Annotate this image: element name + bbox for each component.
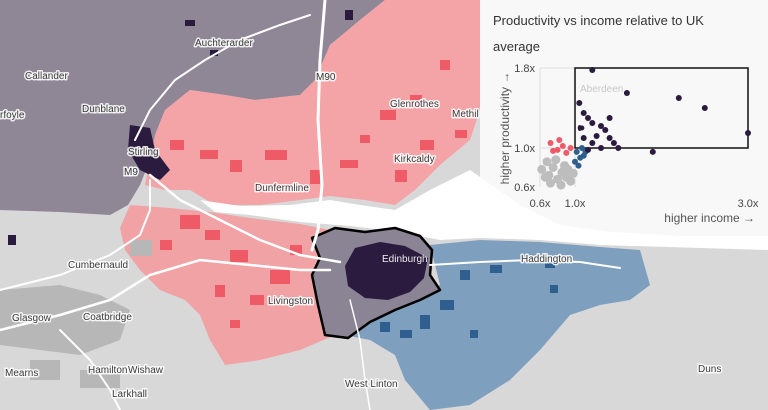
scatter-point[interactable] [572, 158, 578, 165]
scatter-point[interactable] [610, 140, 617, 146]
place-label: Edinburgh [382, 254, 428, 265]
scatter-point[interactable] [575, 162, 582, 169]
x-tick-label: 1.0x [565, 198, 586, 210]
region-east-lothian[interactable] [345, 240, 650, 410]
scatter-point[interactable] [593, 133, 600, 139]
urban-patches-blue [380, 260, 558, 338]
region-west-lothian[interactable] [120, 205, 335, 365]
place-label: Cumbernauld [68, 260, 128, 271]
scatter-point[interactable] [615, 145, 622, 151]
scatter-point[interactable] [598, 123, 604, 129]
edinburgh-urban-core [345, 242, 428, 300]
scatter-point[interactable] [563, 149, 570, 156]
scatter-point[interactable] [580, 135, 587, 141]
scatter-point[interactable] [542, 157, 552, 167]
place-label: Auchterarder [195, 38, 253, 49]
scatter-point[interactable] [576, 100, 583, 106]
scatter-point[interactable] [556, 137, 563, 143]
highlight-box [574, 67, 749, 149]
roads [0, 0, 621, 410]
scatter-point[interactable] [548, 163, 558, 172]
urban-patches-red [160, 60, 467, 328]
y-tick-label: 0.6x [514, 182, 535, 194]
scatter-point[interactable] [675, 95, 682, 101]
stirling-urban [128, 125, 170, 180]
place-label: Kirkcaldy [394, 154, 435, 165]
place-label: Methil [452, 109, 479, 120]
place-label: Callander [25, 71, 68, 82]
x-axis-label: higher income → [664, 211, 755, 225]
scatter-point[interactable] [540, 172, 550, 182]
panel-title: Productivity vs income relative to UK av… [493, 13, 704, 54]
scatter-point[interactable] [573, 148, 580, 155]
scatter-point[interactable] [589, 120, 596, 126]
ghost-label: Aberdeen [580, 84, 623, 95]
y-tick-label: 1.0x [514, 143, 535, 155]
scatter-point[interactable] [585, 115, 591, 121]
scatter-panel[interactable]: Productivity vs income relative to UK av… [480, 0, 768, 236]
place-label: Coatbridge [83, 312, 132, 323]
scatter-point[interactable] [585, 146, 591, 153]
region-north[interactable] [0, 0, 385, 215]
scatter-point[interactable] [546, 178, 555, 188]
place-label: Glenrothes [390, 99, 439, 110]
place-label: Stirling [128, 147, 159, 158]
scatter-point[interactable] [745, 130, 751, 136]
place-label: Hamilton [88, 365, 127, 376]
road-label-m9: M9 [124, 167, 138, 178]
y-axis-label: higher productivity → [498, 72, 512, 185]
scatter-point[interactable] [623, 90, 630, 96]
place-label: Dunblane [82, 104, 125, 115]
place-label: Glasgow [12, 313, 52, 324]
x-tick-label: 0.6x [530, 198, 551, 210]
scatter-point[interactable] [556, 180, 566, 190]
scatter-point[interactable] [567, 145, 574, 151]
y-tick-label: 1.8x [514, 63, 535, 75]
x-tick-label: 3.0x [738, 198, 759, 210]
scatter-point[interactable] [589, 67, 596, 73]
scatter-point[interactable] [602, 127, 609, 133]
scatter-chart[interactable]: 1.8x 1.0x 0.6x 0.6x 1.0x 3.0x higher inc… [480, 0, 768, 236]
urban-patches-north [8, 10, 353, 245]
place-label: rfoyle [0, 110, 25, 121]
selected-point[interactable] [579, 125, 585, 131]
scatter-point[interactable] [606, 135, 613, 141]
place-label: Haddington [521, 254, 572, 265]
scatter-point[interactable] [580, 110, 587, 116]
scatter-point[interactable] [589, 140, 596, 146]
place-label: Dunfermline [255, 183, 309, 194]
scatter-point[interactable] [550, 147, 557, 154]
selected-point-ring[interactable] [576, 122, 588, 134]
scatter-point[interactable] [537, 164, 547, 174]
scatter-point[interactable] [649, 148, 656, 155]
place-label: West Linton [345, 379, 398, 390]
road-label-m90: M90 [316, 72, 336, 83]
place-label: Duns [698, 364, 721, 375]
scatter-point[interactable] [547, 140, 554, 146]
scatter-point[interactable] [701, 105, 708, 111]
scatter-point[interactable] [568, 168, 578, 178]
scatter-point[interactable] [598, 145, 604, 151]
scatter-point[interactable] [551, 155, 561, 165]
region-fife[interactable] [145, 0, 480, 205]
scatter-point[interactable] [578, 145, 585, 151]
scatter-point[interactable] [559, 143, 566, 149]
scatter-point[interactable] [566, 176, 576, 186]
place-label: Larkhall [112, 389, 147, 400]
place-label: Wishaw [128, 365, 164, 376]
place-label: Livingston [268, 296, 313, 307]
place-label: Mearns [5, 368, 38, 379]
scatter-points [537, 67, 751, 190]
scatter-point[interactable] [606, 115, 613, 121]
